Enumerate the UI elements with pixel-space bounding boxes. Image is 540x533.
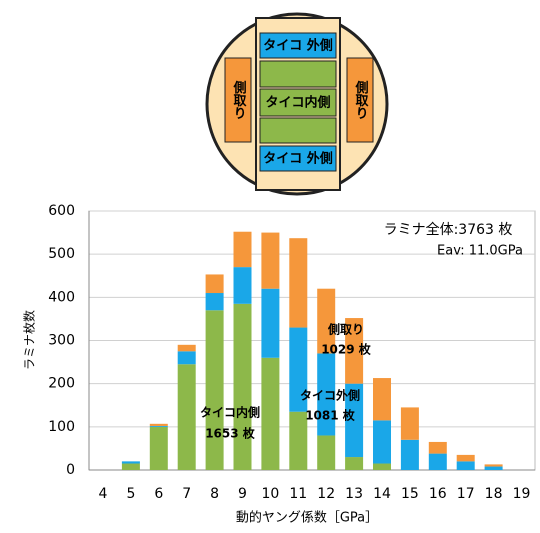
bar-segment [178,351,196,364]
bar-segment [373,420,391,463]
bar-segment [261,358,279,470]
bar-segment [178,345,196,351]
bar-segment [150,426,168,427]
bar-segment [373,464,391,470]
bar-segment [261,233,279,289]
y-tick-label: 300 [48,333,75,349]
x-tick-label: 15 [401,486,419,502]
x-tick-label: 10 [261,486,279,502]
y-axis-title: ラミナ枚数 [22,310,37,370]
x-tick-label: 5 [126,486,135,502]
bar-segment [206,274,224,293]
plank-inner [260,118,336,143]
bar-segment [150,424,168,426]
page: タイコ 外側 タイコ内側 タイコ 外側 側取り 側取り 0 100 200 300 40… [0,0,540,533]
bar-segment [234,267,252,304]
annotation: タイコ内側 [200,405,260,420]
chart: 0 100 200 300 400 500 600 4 5 6 7 8 9 10 11 12 13 14 15 16 1… [22,203,536,526]
x-tick-label: 9 [238,486,247,502]
x-tick-label: 4 [99,486,108,502]
label: 側取り [231,80,248,120]
bar-segment [289,238,307,327]
bar-segment [317,435,335,470]
bar-segment [457,461,475,470]
bar-segment [206,310,224,470]
bar-segment [122,461,140,463]
bar-segment [429,442,447,454]
bar-segment [122,464,140,470]
eav-label: Eav: 11.0GPa [437,244,523,259]
y-tick-label: 600 [48,203,75,219]
bar-segment [457,455,475,461]
x-tick-label: 18 [485,486,503,502]
x-tick-label: 11 [289,486,307,502]
annotation: タイコ外側 [300,388,360,403]
label: 側取り [353,80,370,120]
annotation: 1081 枚 [305,408,356,423]
bar-segment [401,407,419,439]
x-tick-label: 17 [457,486,475,502]
label: タイコ 外側 [263,38,333,54]
y-tick-label: 100 [48,419,75,435]
figure: タイコ 外側 タイコ内側 タイコ 外側 側取り 側取り 0 100 200 300 40… [0,0,540,529]
bar-segment [261,289,279,358]
bar-segment [178,364,196,470]
y-tick-label: 200 [48,376,75,392]
plank-inner [260,61,336,87]
bar-segment [150,427,168,470]
y-tick-label: 500 [48,246,75,262]
x-tick-label: 19 [513,486,531,502]
x-tick-label: 8 [210,486,219,502]
x-axis-title: 動的ヤング係数［GPa］ [236,510,378,526]
annotation: 1653 枚 [205,426,256,441]
bar-segment [485,464,503,466]
x-tick-label: 12 [317,486,335,502]
x-tick-label: 7 [182,486,191,502]
annotation: 1029 枚 [321,342,372,357]
label: タイコ 外側 [263,151,333,167]
x-tick-label: 6 [154,486,163,502]
diagram: タイコ 外側 タイコ内側 タイコ 外側 側取り 側取り [207,14,387,194]
bar-segment [429,454,447,470]
total-label: ラミナ全体:3763 枚 [384,221,513,238]
annotation: 側取り [327,322,364,337]
y-tick-label: 400 [48,289,75,305]
bar-segment [234,232,252,267]
bar-segment [485,467,503,470]
bar-segment [345,457,363,470]
x-tick-label: 14 [373,486,391,502]
x-tick-label: 13 [345,486,363,502]
bar-segment [206,293,224,310]
x-tick-label: 16 [429,486,447,502]
bar-segment [373,378,391,420]
label: タイコ内側 [265,95,330,111]
bar-segment [401,440,419,470]
y-tick-label: 0 [66,462,75,478]
bar-segment [234,304,252,470]
